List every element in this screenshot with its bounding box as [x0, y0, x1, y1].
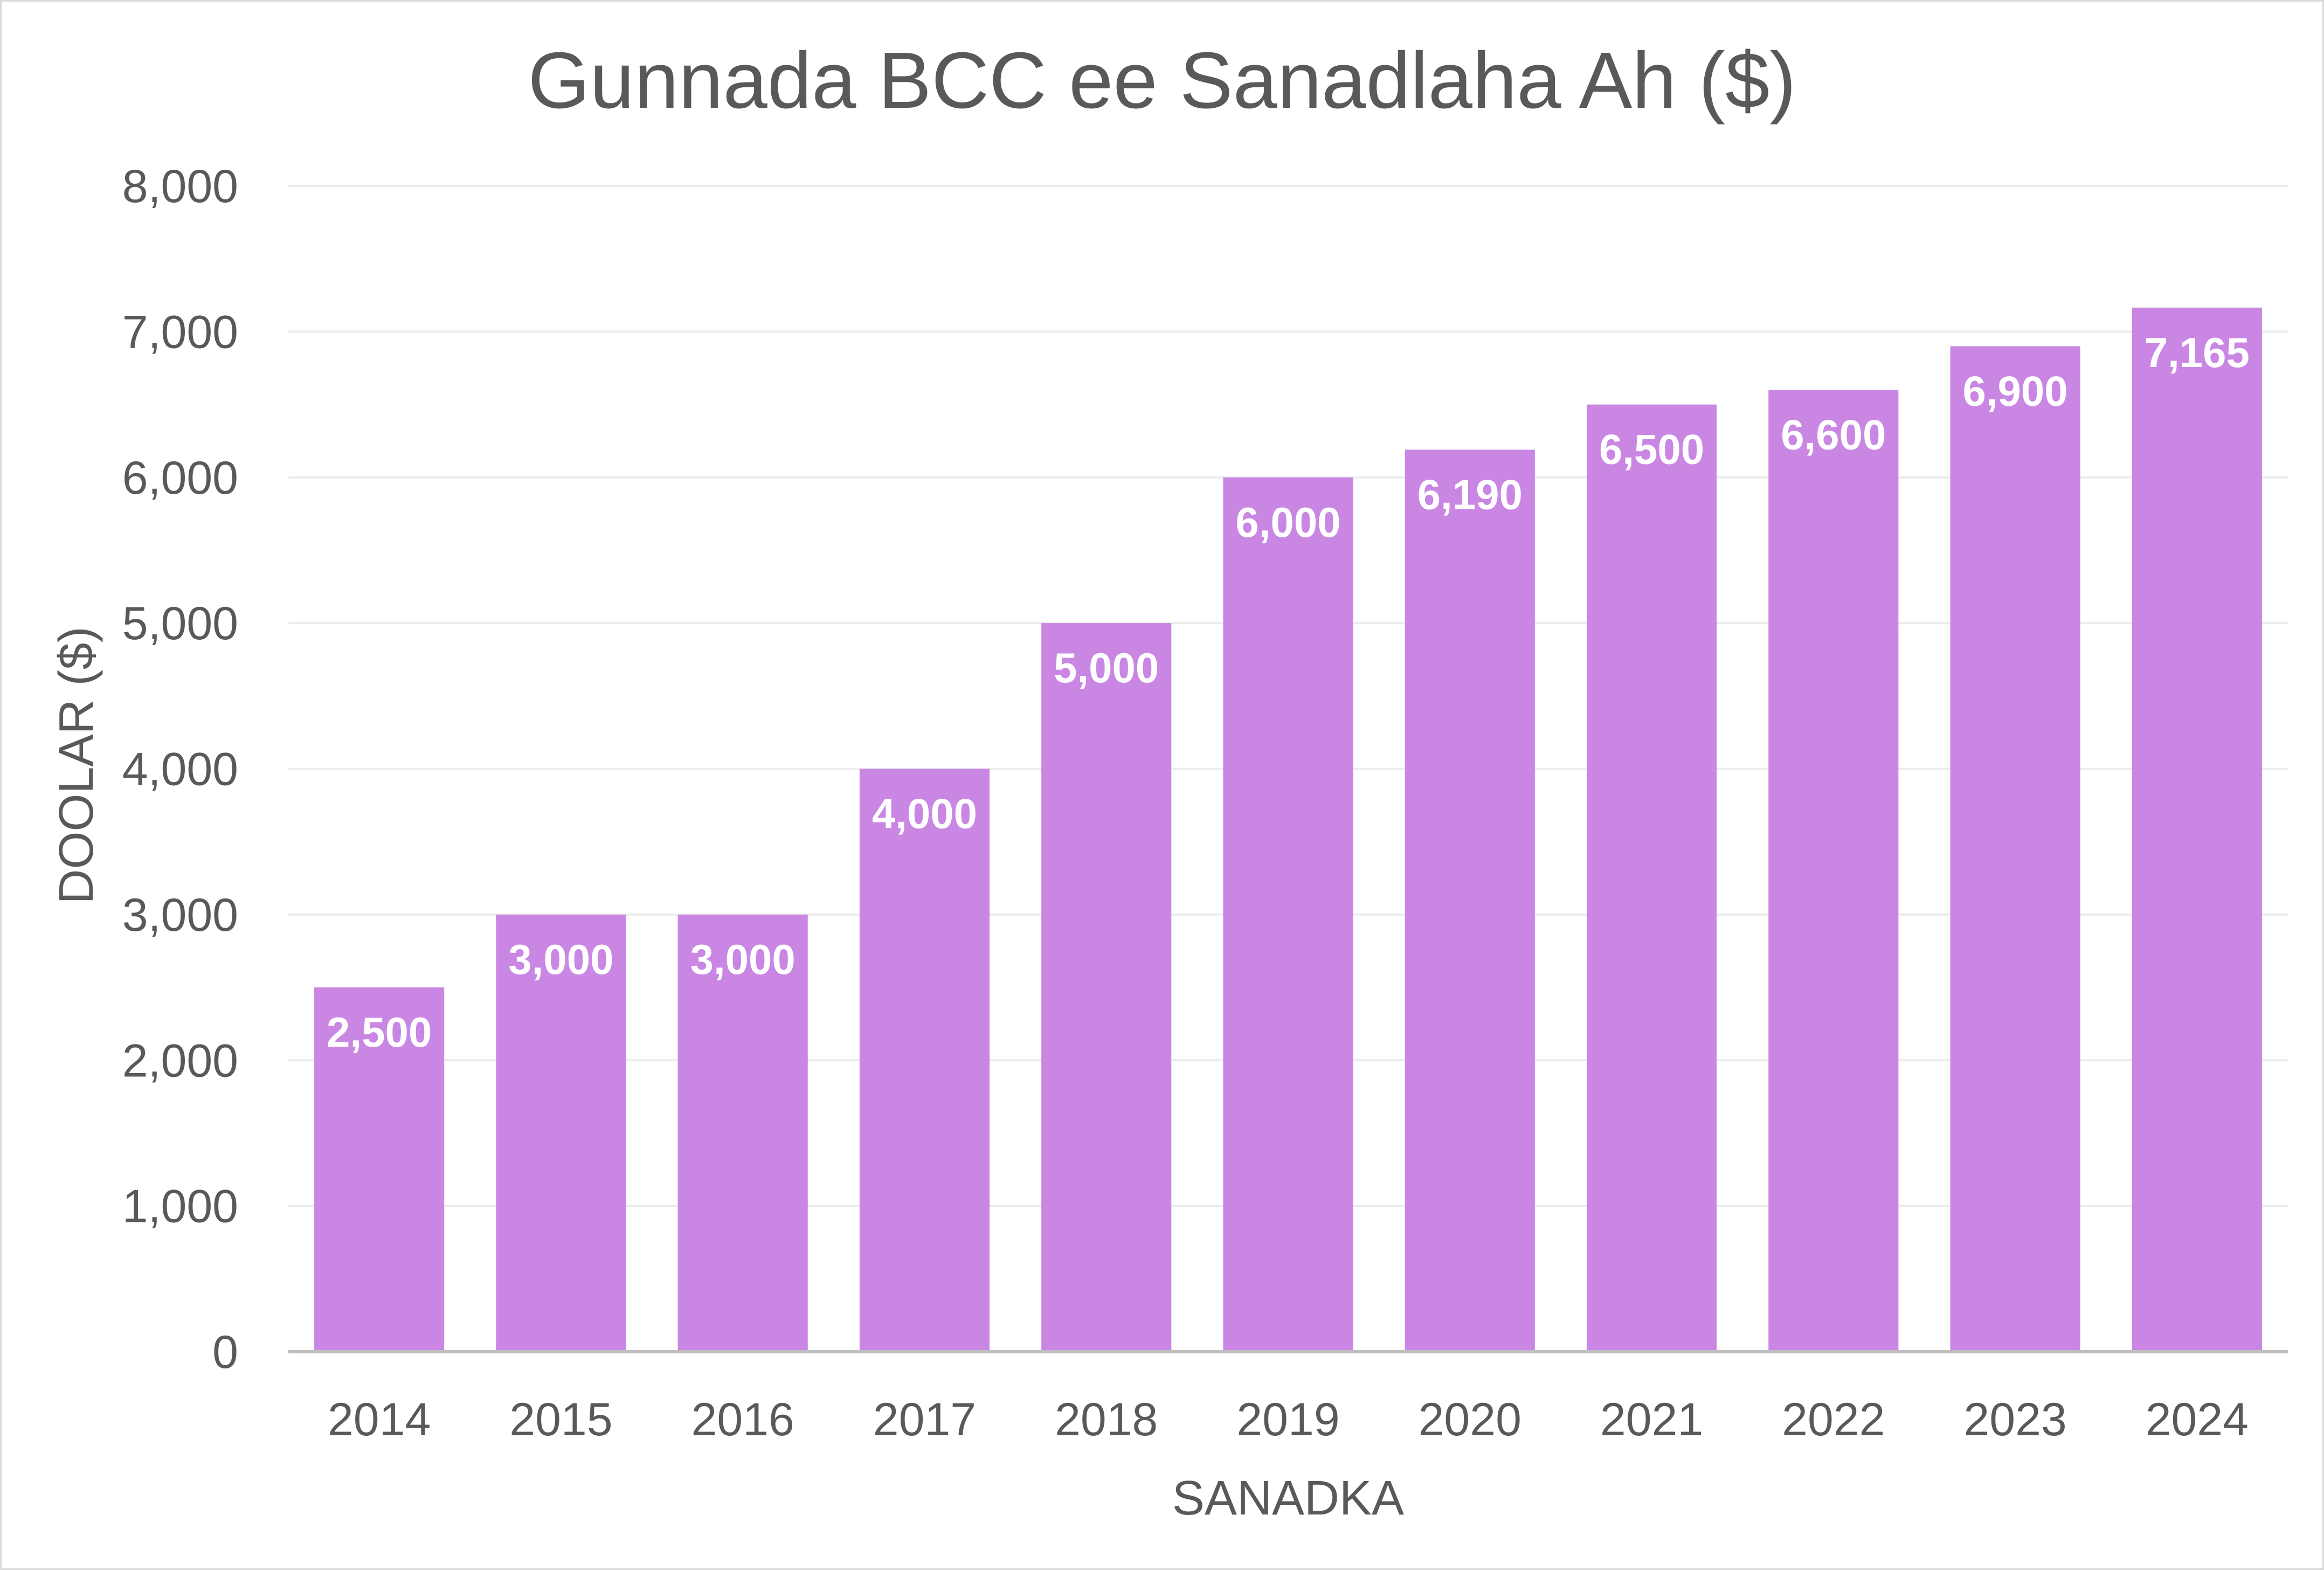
bar-2014	[314, 987, 445, 1352]
x-tick-label-2018: 2018	[1055, 1394, 1158, 1445]
y-tick-label: 8,000	[122, 161, 238, 212]
y-axis-title: DOOLAR ($)	[50, 626, 103, 904]
bar-2021	[1586, 404, 1717, 1352]
bar-2016	[677, 914, 808, 1352]
y-tick-label: 7,000	[122, 306, 238, 358]
x-tick-label-2024: 2024	[2146, 1394, 2249, 1445]
bar-2020	[1405, 449, 1535, 1352]
bar-2022	[1768, 390, 1899, 1352]
y-tick-label: 2,000	[122, 1035, 238, 1087]
data-label-2016: 3,000	[690, 936, 796, 983]
x-tick-label-2017: 2017	[873, 1394, 976, 1445]
x-tick-label-2015: 2015	[509, 1394, 612, 1445]
data-label-2015: 3,000	[508, 936, 613, 983]
y-axis-ticks: 0 1,000 2,000 3,000 4,000 5,000 6,000 7,000 8,00…	[122, 161, 238, 1378]
y-tick-label: 6,000	[122, 452, 238, 504]
x-tick-label-2023: 2023	[1963, 1394, 2066, 1445]
bar-2018	[1041, 623, 1172, 1352]
bar-2017	[859, 769, 990, 1352]
x-tick-label-2016: 2016	[691, 1394, 794, 1445]
data-label-2024: 7,165	[2145, 329, 2250, 376]
bars	[314, 307, 2262, 1352]
data-label-2017: 4,000	[872, 790, 977, 838]
y-tick-label: 3,000	[122, 889, 238, 941]
x-axis-title: SANADKA	[1172, 1471, 1404, 1525]
x-tick-label-2020: 2020	[1419, 1394, 1521, 1445]
bar-2023	[1950, 346, 2080, 1352]
bar-2015	[496, 914, 626, 1352]
data-label-2023: 6,900	[1962, 367, 2067, 414]
bar-2019	[1223, 477, 1353, 1352]
bar-2024	[2132, 307, 2262, 1352]
y-tick-label: 4,000	[122, 744, 238, 796]
x-tick-label-2014: 2014	[328, 1394, 431, 1445]
y-tick-label: 5,000	[122, 598, 238, 649]
x-axis-ticks: 2014 2015 2016 2017 2018 2019 2020 2021 2022 2023…	[328, 1394, 2249, 1445]
data-label-2018: 5,000	[1054, 644, 1159, 691]
y-tick-label: 0	[212, 1326, 238, 1378]
x-tick-label-2022: 2022	[1782, 1394, 1885, 1445]
chart-title: Gunnada BCC ee Sanadlaha Ah ($)	[528, 36, 1796, 125]
data-label-2020: 6,190	[1417, 471, 1523, 518]
data-labels: 2,500 3,000 3,000 4,000 5,000 6,000 6,190 6,500…	[327, 329, 2250, 1056]
data-label-2019: 6,000	[1235, 499, 1340, 546]
data-label-2022: 6,600	[1781, 411, 1886, 459]
y-tick-label: 1,000	[122, 1181, 238, 1233]
x-tick-label-2019: 2019	[1236, 1394, 1339, 1445]
data-label-2021: 6,500	[1599, 426, 1704, 473]
data-label-2014: 2,500	[327, 1008, 432, 1056]
x-tick-label-2021: 2021	[1600, 1394, 1703, 1445]
